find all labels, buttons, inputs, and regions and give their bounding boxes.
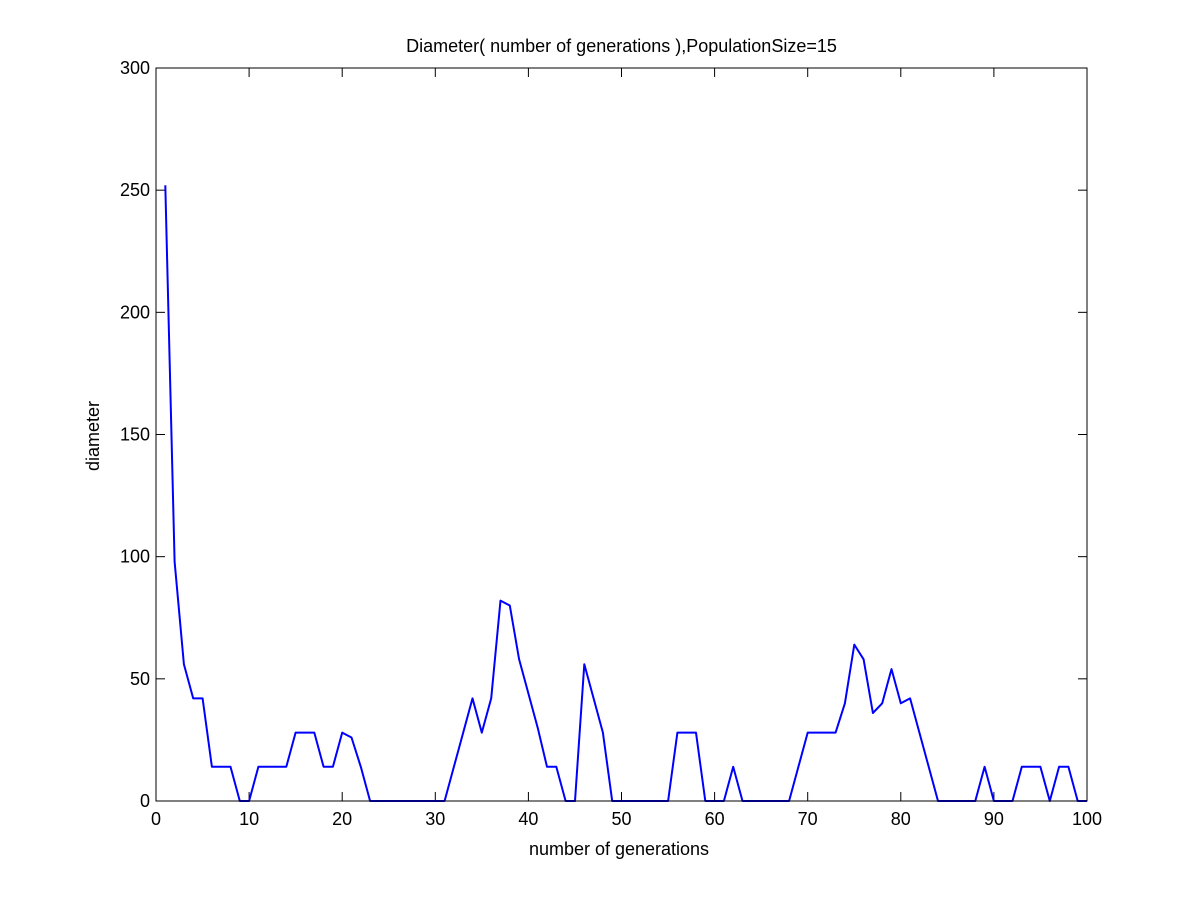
plot-frame: [155, 67, 1088, 802]
x-axis-label: number of generations: [529, 839, 709, 859]
y-tick-label: 300: [120, 58, 150, 78]
x-tick-label: 60: [705, 809, 725, 829]
x-tick-label: 50: [611, 809, 631, 829]
y-tick-label: 250: [120, 180, 150, 200]
axis-tick-labels: 0 10 20 30 40 50 60 70 80 90 100 0 50 100 150 200 250 300: [120, 58, 1102, 829]
x-tick-label: 10: [239, 809, 259, 829]
x-tick-label: 40: [518, 809, 538, 829]
y-axis-label: diameter: [83, 401, 103, 471]
y-tick-label: 150: [120, 425, 150, 445]
plot-area: [156, 68, 1087, 801]
y-tick-label: 0: [140, 791, 150, 811]
y-tick-label: 100: [120, 547, 150, 567]
x-tick-label: 70: [798, 809, 818, 829]
x-tick-label: 30: [425, 809, 445, 829]
x-tick-label: 0: [151, 809, 161, 829]
chart-title: Diameter( number of generations ),Popula…: [406, 36, 837, 56]
y-tick-label: 50: [130, 669, 150, 689]
x-tick-label: 80: [891, 809, 911, 829]
x-tick-label: 90: [984, 809, 1004, 829]
x-tick-label: 100: [1072, 809, 1102, 829]
y-tick-label: 200: [120, 302, 150, 322]
x-tick-label: 20: [332, 809, 352, 829]
